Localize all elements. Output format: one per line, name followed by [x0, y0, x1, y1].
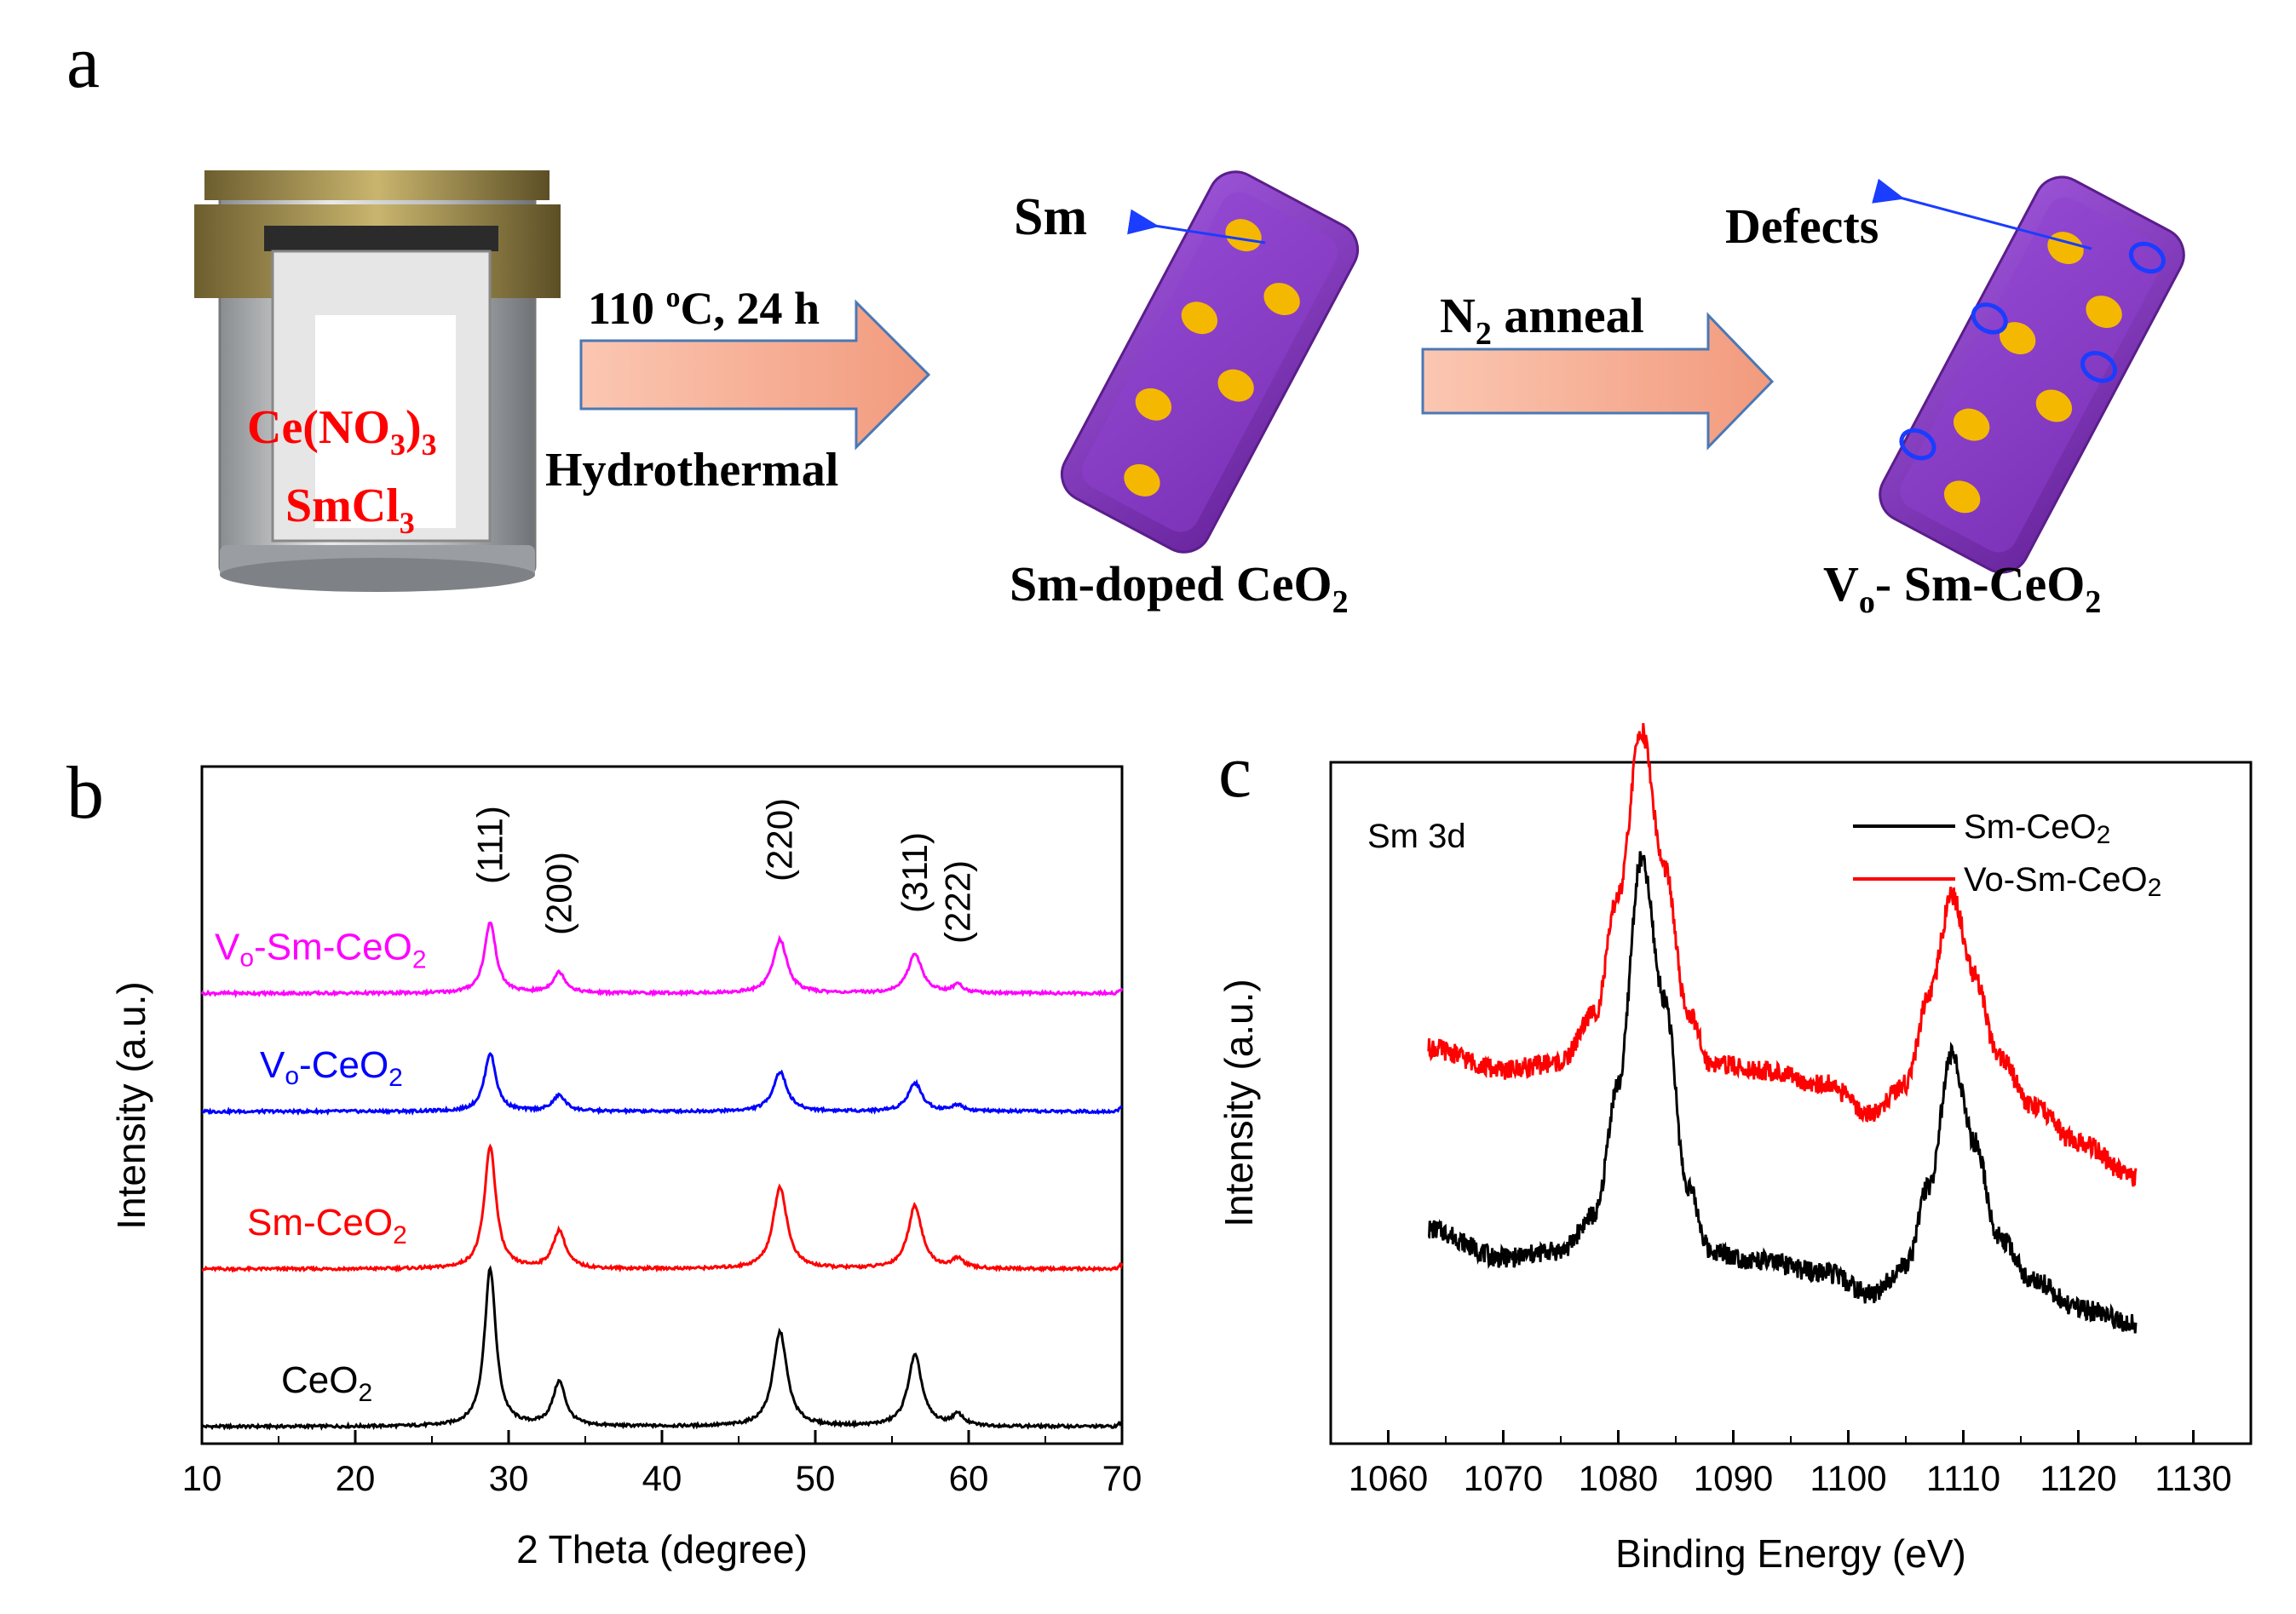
xrd-series-vo-sm-ceo2 [200, 921, 1124, 998]
xps-series-vo-sm-ceo2 [1427, 722, 2138, 1187]
xrd-x-axis-label: 2 Theta (degree) [516, 1527, 808, 1571]
sm-dopant-dot [1943, 480, 1981, 514]
panel-letter-b: b [66, 752, 104, 835]
xrd-x-tick-label: 60 [949, 1458, 989, 1498]
xrd-x-tick-label: 20 [336, 1458, 376, 1498]
sm-dopant-dot [1225, 219, 1262, 252]
sm-dopant-dot [2035, 389, 2073, 422]
xrd-y-axis-label: Intensity (a.u.) [109, 981, 153, 1229]
step2-arrow: N2 anneal [1421, 288, 1775, 451]
xrd-series-label: Sm-CeO2 [247, 1202, 407, 1249]
xps-x-tick-label: 1130 [2155, 1458, 2231, 1498]
xps-x-tick-label: 1090 [1694, 1458, 1773, 1498]
defects-label: Defects [1725, 198, 1879, 254]
sm-doped-rod: Sm Sm-doped CeO2 [1010, 170, 1360, 620]
panel-letter-a: a [66, 21, 100, 104]
xrd-peak-label: (220) [760, 798, 800, 882]
sm-dopant-dot [1135, 388, 1172, 421]
step1-method: Hydrothermal [545, 444, 838, 497]
xrd-x-axis: 10 20 30 40 50 60 70 [182, 1430, 1142, 1498]
xps-series-group [1427, 722, 2138, 1334]
xps-x-tick-label: 1110 [1926, 1458, 2000, 1498]
defect-ring [2080, 351, 2118, 383]
xps-series-sm-ceo2 [1428, 851, 2138, 1334]
xps-legend-label: Sm-CeO2 [1964, 808, 2110, 849]
step1-arrow: 110 oC, 24 h Hydrothermal [545, 282, 931, 497]
sm-dopant-dot [2086, 296, 2122, 329]
sm-dopant-dot [1217, 369, 1254, 402]
defect-ring [1899, 428, 1936, 461]
defect-rod: Defects Vo- Sm-CeO2 [1725, 175, 2185, 620]
xrd-peak-labels: (111) (200) (220) (311) (222) [469, 798, 977, 944]
sm-dopant-dot [1263, 283, 1300, 316]
xps-x-tick-label: 1070 [1464, 1458, 1543, 1498]
xps-y-axis-label: Intensity (a.u.) [1217, 979, 1261, 1226]
xps-chart: c 1060 1070 1080 1090 1100 1110 1120 1130 Sm 3d… [1217, 722, 2253, 1576]
product2-label: Vo- Sm-CeO2 [1823, 556, 2101, 620]
reagent-ce-nitrate: Ce(NO3)3 [247, 401, 437, 462]
autoclave-illustration: Ce(NO3)3 SmCl3 [194, 170, 561, 592]
xrd-series-label: CeO2 [281, 1359, 372, 1407]
xrd-series-label: Vo-CeO2 [260, 1044, 403, 1092]
xrd-peak-label: (222) [937, 860, 977, 944]
step2-condition: N2 anneal [1440, 288, 1644, 352]
xrd-series-group [200, 921, 1124, 1431]
xrd-peak-label: (311) [895, 832, 935, 913]
xps-x-tick-label: 1080 [1579, 1458, 1658, 1498]
xrd-series-labels: CeO2 Sm-CeO2 Vo-CeO2 Vo-Sm-CeO2 [215, 926, 427, 1407]
xrd-series-ceo2 [200, 1265, 1124, 1431]
xrd-peak-label: (200) [538, 852, 578, 935]
panel-letter-c: c [1218, 731, 1252, 813]
xrd-x-tick-label: 70 [1102, 1458, 1142, 1498]
xrd-peak-label: (111) [469, 806, 509, 884]
defect-ring [2128, 241, 2166, 274]
xrd-series-sm-ceo2 [201, 1143, 1124, 1273]
xps-x-axis: 1060 1070 1080 1090 1100 1110 1120 1130 [1330, 1430, 2252, 1498]
sm-dopant-dot [1999, 322, 2036, 355]
sm-label: Sm [1014, 188, 1087, 246]
sm-dopant-dot [1181, 302, 1218, 335]
xps-legend: Sm-CeO2 Vo-Sm-CeO2 [1853, 808, 2161, 902]
xps-x-tick-label: 1120 [2040, 1458, 2116, 1498]
product1-label: Sm-doped CeO2 [1010, 556, 1349, 620]
xps-x-axis-label: Binding Energy (eV) [1615, 1531, 1966, 1576]
xrd-x-tick-label: 40 [642, 1458, 682, 1498]
step1-condition: 110 oC, 24 h [588, 282, 820, 334]
defect-ring [1971, 302, 2008, 335]
xps-x-tick-label: 1060 [1349, 1458, 1428, 1498]
xrd-chart: b 10 20 30 40 50 60 70 (111) (200) (220) (311) (22… [66, 752, 1142, 1571]
xrd-series-vo-ceo2 [201, 1052, 1123, 1117]
xrd-x-tick-label: 50 [796, 1458, 836, 1498]
xrd-x-tick-label: 30 [489, 1458, 529, 1498]
reagent-smcl3: SmCl3 [285, 480, 415, 540]
sm-dopant-dot [1124, 463, 1160, 497]
xps-legend-label: Vo-Sm-CeO2 [1964, 861, 2161, 902]
xrd-series-label: Vo-Sm-CeO2 [215, 926, 427, 974]
xrd-x-tick-label: 10 [182, 1458, 222, 1498]
xrd-plot-frame [200, 765, 1124, 1445]
xps-x-tick-label: 1100 [1810, 1458, 1886, 1498]
xps-annotation: Sm 3d [1367, 818, 1466, 855]
panel-a: a Ce(NO3)3 SmCl3 110 oC, 24 h Hydrotherm… [66, 21, 2185, 620]
sm-dopant-dot [1954, 408, 1990, 441]
